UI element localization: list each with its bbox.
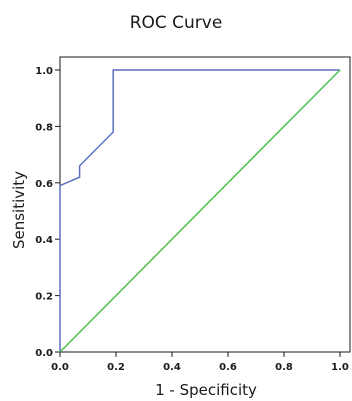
- x-tick-label: 0.2: [107, 362, 125, 373]
- chart-title: ROC Curve: [130, 13, 223, 33]
- x-axis-label: 1 - Specificity: [155, 381, 257, 399]
- y-tick-label: 0.6: [35, 179, 53, 190]
- y-tick-label: 0.0: [35, 348, 53, 359]
- x-tick-label: 0.0: [51, 362, 69, 373]
- x-tick-label: 1.0: [331, 362, 349, 373]
- x-tick-label: 0.6: [219, 362, 237, 373]
- roc-curve-line: [59, 69, 340, 352]
- y-tick-label: 1.0: [35, 66, 53, 77]
- y-tick-label: 0.8: [35, 122, 53, 133]
- x-tick-label: 0.8: [275, 362, 293, 373]
- series-group: [59, 69, 341, 353]
- x-tick-label: 0.4: [163, 362, 181, 373]
- y-tick-label: 0.2: [35, 292, 53, 303]
- y-axis-label: Sensitivity: [10, 171, 28, 249]
- tick-group: 0.0 0.2 0.4 0.6 0.8 1.0 0.0 0.2 0.4 0.6 0.8 1.0: [35, 66, 349, 373]
- y-tick-label: 0.4: [35, 235, 53, 246]
- reference-diagonal-line: [59, 69, 341, 353]
